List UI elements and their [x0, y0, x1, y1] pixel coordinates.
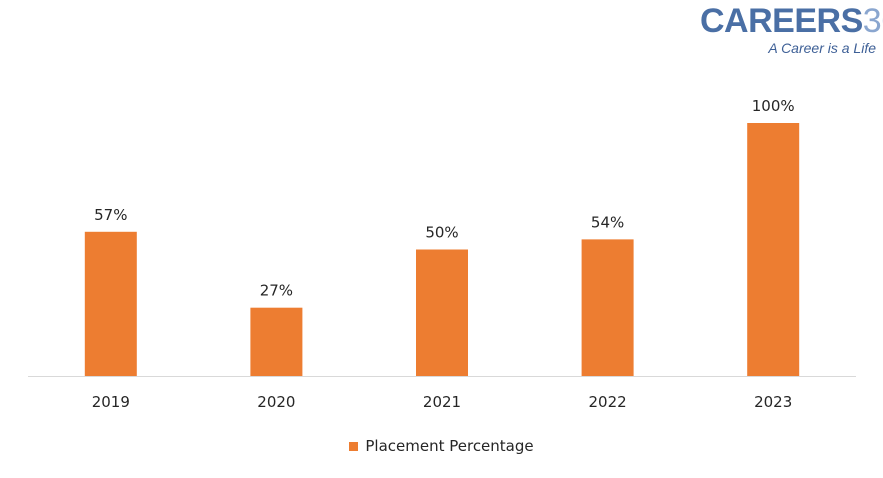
- data-label-2020: 27%: [260, 282, 293, 300]
- data-label-2022: 54%: [591, 213, 624, 231]
- bar-2019: [84, 231, 137, 376]
- data-label-2019: 57%: [94, 206, 127, 224]
- legend-swatch: [349, 441, 359, 451]
- legend-label: Placement Percentage: [365, 437, 534, 455]
- x-tick-label-2019: 2019: [92, 393, 130, 411]
- logo-wordmark: CAREERS360: [700, 2, 883, 40]
- careers360-logo: CAREERS360 A Career is a Life: [700, 2, 883, 56]
- x-tick-label-2022: 2022: [589, 393, 627, 411]
- bar-2021: [416, 249, 468, 376]
- chart-legend: Placement Percentage: [0, 437, 883, 456]
- logo-name: CAREERS: [700, 2, 863, 40]
- logo-tagline: A Career is a Life: [768, 40, 876, 56]
- x-tick-label-2020: 2020: [257, 393, 295, 411]
- data-label-2021: 50%: [425, 224, 458, 242]
- x-tick-label-2023: 2023: [754, 393, 792, 411]
- data-label-2023: 100%: [752, 97, 795, 115]
- x-tick-label-2021: 2021: [423, 393, 461, 411]
- bar-2023: [747, 123, 800, 376]
- logo-number: 360: [862, 2, 883, 40]
- bar-2022: [581, 239, 634, 376]
- bar-2020: [250, 307, 303, 376]
